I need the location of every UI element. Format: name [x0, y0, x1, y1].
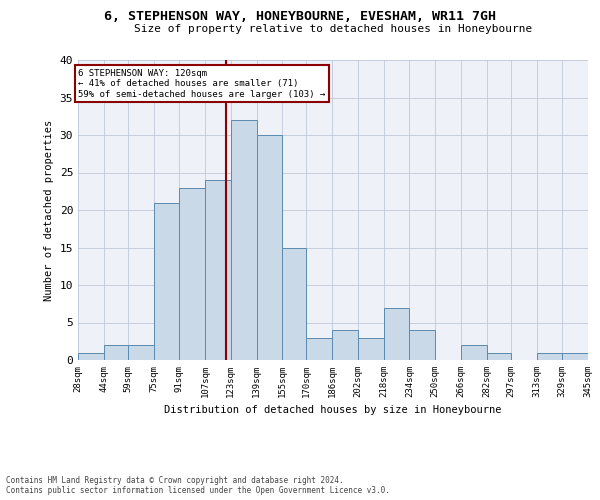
- Bar: [128, 345, 154, 360]
- X-axis label: Distribution of detached houses by size in Honeybourne: Distribution of detached houses by size …: [164, 406, 502, 415]
- Text: Contains HM Land Registry data © Crown copyright and database right 2024.
Contai: Contains HM Land Registry data © Crown c…: [6, 476, 390, 495]
- Bar: [104, 345, 128, 360]
- Title: Size of property relative to detached houses in Honeybourne: Size of property relative to detached ho…: [134, 24, 532, 34]
- Text: 6 STEPHENSON WAY: 120sqm
← 41% of detached houses are smaller (71)
59% of semi-d: 6 STEPHENSON WAY: 120sqm ← 41% of detach…: [79, 69, 326, 99]
- Bar: [179, 188, 205, 360]
- Bar: [283, 248, 307, 360]
- Bar: [487, 352, 511, 360]
- Bar: [383, 308, 409, 360]
- Bar: [78, 352, 104, 360]
- Bar: [154, 202, 179, 360]
- Y-axis label: Number of detached properties: Number of detached properties: [44, 120, 54, 300]
- Bar: [536, 352, 562, 360]
- Bar: [332, 330, 358, 360]
- Bar: [358, 338, 383, 360]
- Bar: [562, 352, 588, 360]
- Bar: [257, 135, 283, 360]
- Bar: [461, 345, 487, 360]
- Bar: [409, 330, 435, 360]
- Bar: [205, 180, 231, 360]
- Bar: [231, 120, 257, 360]
- Bar: [307, 338, 332, 360]
- Text: 6, STEPHENSON WAY, HONEYBOURNE, EVESHAM, WR11 7GH: 6, STEPHENSON WAY, HONEYBOURNE, EVESHAM,…: [104, 10, 496, 23]
